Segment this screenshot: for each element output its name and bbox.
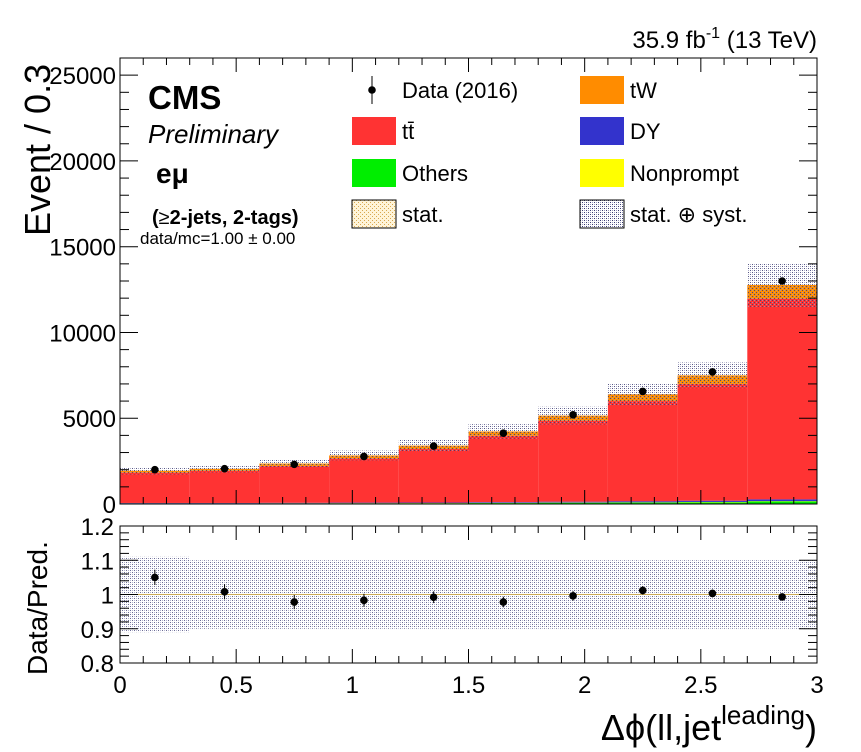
x-tick-label-4: 2 [578, 672, 591, 699]
stack-bar-dy-5 [468, 502, 539, 503]
ratio-point-6 [569, 592, 577, 600]
ratio-y-tick-label-1: 0.9 [81, 617, 114, 644]
legend-swatch-tw [580, 76, 624, 104]
legend-swatch-stat [351, 199, 397, 229]
ratio-point-1 [220, 587, 229, 596]
ratio-y-tick-label-3: 1.1 [81, 548, 114, 575]
stack-bar-others-7 [607, 502, 678, 504]
stack-bar-tt-8 [677, 383, 748, 501]
stack-bar-tt-5 [468, 435, 539, 503]
data-point-1 [220, 464, 229, 473]
data-point-9 [778, 277, 786, 285]
legend-marker-data2016 [368, 86, 376, 94]
legend-label-data2016: Data (2016) [402, 78, 518, 103]
top-y-tick-label-4: 20000 [49, 149, 116, 176]
data-mc-label: data/mc=1.00 ± 0.00 [140, 229, 295, 248]
ratio-panel-axes: 0.8 0.9 1 1.1 1.2 0 0.5 1 1.5 2 2.5 3 [81, 514, 824, 699]
top-panel-stack [120, 284, 817, 504]
top-y-tick-label-3: 15000 [49, 235, 116, 262]
ratio-point-3 [360, 596, 368, 605]
data-point-8 [708, 368, 717, 376]
ratio-y-tick-label-4: 1.2 [81, 514, 114, 541]
legend-swatch-statsyst [579, 199, 625, 229]
stack-bar-tt-2 [259, 465, 330, 503]
ratio-point-5 [499, 598, 508, 606]
top-y-tick-label-0: 0 [103, 492, 116, 519]
x-tick-label-6: 3 [810, 672, 823, 699]
stack-bar-dy-4 [398, 502, 469, 504]
syst-band-bin-9 [747, 263, 817, 307]
top-panel-data-points [151, 277, 786, 474]
ratio-y-axis-title: Data/Pred. [22, 541, 53, 675]
x-tick-label-3: 1.5 [452, 672, 485, 699]
lumi-label: 35.9 fb-1 (13 TeV) [632, 25, 817, 54]
top-y-tick-label-2: 10000 [49, 320, 116, 347]
ratio-panel-points [151, 569, 786, 610]
ratio-point-0 [151, 573, 159, 582]
data-point-0 [151, 465, 159, 474]
x-tick-label-5: 2.5 [684, 672, 717, 699]
legend-swatch-dy [580, 117, 624, 145]
legend-swatch-nonprompt [580, 159, 624, 187]
stack-bar-tt-1 [189, 470, 260, 503]
legend-label-nonprompt: Nonprompt [630, 161, 739, 186]
top-y-tick-label-1: 5000 [63, 406, 116, 433]
legend-swatch-tt [352, 117, 396, 145]
data-point-6 [569, 411, 577, 419]
ratio-point-8 [708, 589, 717, 598]
legend-label-tt: tt̄ [402, 119, 414, 144]
stack-bar-others-9 [747, 501, 817, 504]
legend-label-dy: DY [630, 119, 661, 144]
stack-bar-tt-3 [329, 458, 399, 503]
ratio-y-tick-label-0: 0.8 [81, 651, 114, 678]
x-tick-label-0: 0 [113, 672, 126, 699]
preliminary-label: Preliminary [148, 119, 280, 149]
selection-label: (≥2-jets, 2-tags) [152, 207, 299, 229]
stack-bar-dy-8 [677, 500, 748, 502]
stack-bar-tt-4 [398, 449, 469, 503]
cms-label: CMS [148, 79, 221, 116]
top-panel-axes: 0 5000 10000 15000 20000 25000 [49, 58, 818, 519]
channel-label: eμ [156, 158, 189, 189]
stack-bar-dy-6 [538, 501, 608, 503]
data-point-2 [290, 460, 299, 469]
top-y-axis-title: Event / 0.3 [17, 64, 58, 236]
legend: Data (2016) tW tt̄ DY Others Nonprompt stat. st… [351, 76, 747, 229]
legend-label-tw: tW [630, 78, 657, 103]
x-axis-title: Δϕ(ll,jetleading) [601, 700, 817, 748]
stack-bar-dy-3 [329, 502, 399, 504]
data-point-3 [360, 452, 368, 461]
stack-bar-tt-6 [538, 420, 608, 502]
stack-bar-dy-7 [607, 501, 678, 503]
top-y-tick-label-5: 25000 [49, 63, 116, 90]
data-point-7 [638, 387, 647, 396]
legend-label-statsyst: stat. ⊕ syst. [630, 202, 747, 227]
stack-bar-tt-0 [120, 472, 190, 503]
ratio-y-tick-label-2: 1 [101, 583, 114, 610]
stack-bar-others-8 [677, 502, 748, 504]
stack-bar-tt-9 [747, 298, 817, 500]
stack-bar-dy-9 [747, 499, 817, 502]
ratio-point-2 [290, 598, 299, 606]
legend-label-others: Others [402, 161, 468, 186]
ratio-point-9 [778, 593, 786, 601]
data-point-4 [429, 442, 438, 450]
stack-bar-tt-7 [607, 401, 678, 502]
data-point-5 [499, 429, 508, 437]
legend-swatch-others [352, 159, 396, 187]
ratio-point-4 [429, 593, 438, 602]
x-tick-label-2: 1 [346, 672, 359, 699]
ratio-point-7 [638, 586, 647, 595]
stack-bar-others-6 [538, 502, 608, 504]
legend-label-stat: stat. [402, 202, 444, 227]
x-tick-label-1: 0.5 [219, 672, 252, 699]
